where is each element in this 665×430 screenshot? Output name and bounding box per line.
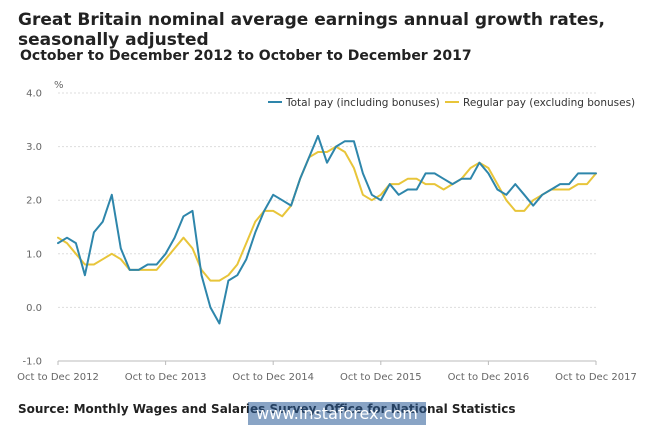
watermark-logo: www.instaforex.com	[248, 402, 426, 425]
y-tick-label: 4.0	[26, 89, 42, 100]
y-tick-label: 0.0	[26, 303, 42, 314]
series-lines	[57, 134, 597, 325]
series-line	[57, 145, 597, 282]
legend-label: Regular pay (excluding bonuses)	[463, 97, 635, 109]
legend-label: Total pay (including bonuses)	[285, 97, 440, 109]
y-tick-label: -1.0	[22, 357, 42, 368]
y-axis-unit-label: %	[54, 80, 64, 91]
earnings-line-chart: % -1.0 0.0 1.0 2.0 3.0 4.0 Oct to Dec 2012 Oct …	[17, 80, 637, 384]
y-tick-label: 1.0	[26, 249, 42, 260]
chart-title: Great Britain nominal average earnings a…	[18, 10, 605, 50]
axes: -1.0 0.0 1.0 2.0 3.0 4.0 Oct to Dec 2012 Oct to…	[17, 89, 637, 384]
x-tick-label: Oct to Dec 2014	[232, 372, 314, 383]
x-tick-label: Oct to Dec 2017	[555, 372, 637, 383]
legend: Total pay (including bonuses) Regular pay…	[268, 97, 635, 109]
x-tick-label: Oct to Dec 2015	[340, 372, 422, 383]
y-tick-label: 3.0	[26, 142, 42, 153]
y-tick-label: 2.0	[26, 196, 42, 207]
x-tick-label: Oct to Dec 2013	[125, 372, 207, 383]
gridlines	[58, 92, 596, 362]
x-tick-label: Oct to Dec 2016	[448, 372, 530, 383]
x-tick-label: Oct to Dec 2012	[17, 372, 99, 383]
chart-subtitle: October to December 2012 to October to D…	[20, 48, 472, 64]
series-line	[57, 134, 597, 325]
